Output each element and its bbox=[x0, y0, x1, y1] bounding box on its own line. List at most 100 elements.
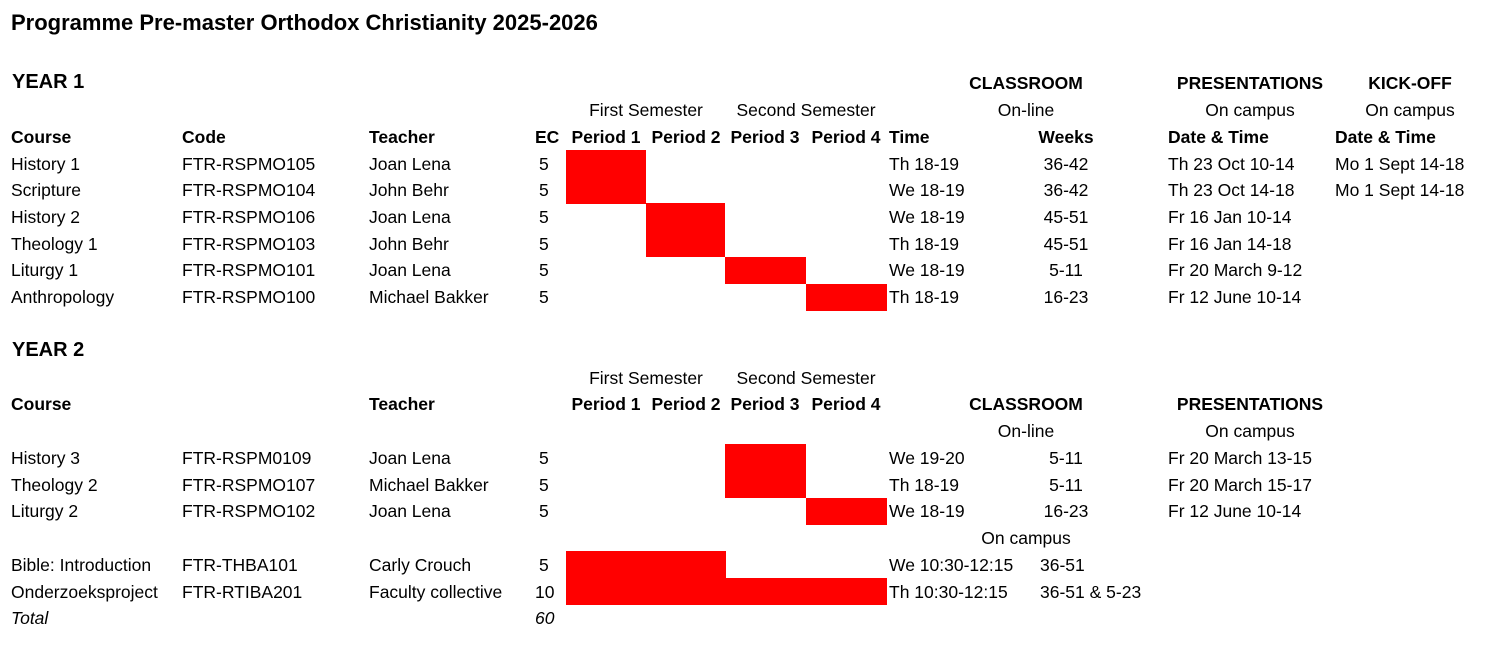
course-ec: 5 bbox=[539, 260, 549, 280]
course-teacher: Joan Lena bbox=[369, 448, 451, 468]
course-presentation: Fr 16 Jan 10-14 bbox=[1168, 207, 1292, 227]
course-presentation: Fr 20 March 9-12 bbox=[1168, 260, 1303, 280]
course-ec: 5 bbox=[539, 180, 549, 200]
course-name: Onderzoeksproject bbox=[11, 582, 158, 602]
course-ec: 10 bbox=[535, 582, 555, 602]
course-name: Bible: Introduction bbox=[11, 555, 152, 575]
year1-second-semester: Second Semester bbox=[736, 100, 876, 120]
year2-presentations-header: PRESENTATIONS bbox=[1176, 394, 1324, 414]
course-kickoff: Mo 1 Sept 14-18 bbox=[1335, 180, 1465, 200]
course-presentation: Fr 20 March 13-15 bbox=[1168, 448, 1312, 468]
course-weeks: 36-51 bbox=[1040, 555, 1085, 575]
course-code: FTR-RSPMO101 bbox=[182, 260, 316, 280]
year1-col-presentation-datetime: Date & Time bbox=[1168, 127, 1269, 147]
year1-col-period1: Period 1 bbox=[571, 127, 641, 147]
course-code: FTR-RSPM0109 bbox=[182, 448, 312, 468]
year2-col-period1: Period 1 bbox=[571, 394, 641, 414]
year1-col-teacher: Teacher bbox=[369, 127, 435, 147]
course-time: Th 18-19 bbox=[889, 475, 960, 495]
course-teacher: Carly Crouch bbox=[369, 555, 472, 575]
course-name: Scripture bbox=[11, 180, 82, 200]
year1-first-semester: First Semester bbox=[589, 100, 703, 120]
course-time: We 10:30-12:15 bbox=[889, 555, 1014, 575]
course-weeks: 36-42 bbox=[1043, 154, 1089, 174]
year1-presentations-header: PRESENTATIONS bbox=[1176, 73, 1324, 93]
year2-col-period4: Period 4 bbox=[811, 394, 881, 414]
year2-period-bar bbox=[806, 498, 887, 525]
course-name: History 3 bbox=[11, 448, 81, 468]
course-presentation: Th 23 Oct 14-18 bbox=[1168, 180, 1295, 200]
course-time: We 18-19 bbox=[889, 260, 965, 280]
course-code: FTR-RSPMO100 bbox=[182, 287, 316, 307]
course-time: We 18-19 bbox=[889, 501, 965, 521]
year1-kickoff-header: KICK-OFF bbox=[1368, 73, 1452, 93]
total-value: 60 bbox=[535, 608, 555, 628]
course-weeks: 5-11 bbox=[1049, 260, 1083, 280]
course-weeks: 45-51 bbox=[1043, 234, 1089, 254]
page-title: Programme Pre-master Orthodox Christiani… bbox=[11, 10, 598, 35]
year2-col-period2: Period 2 bbox=[651, 394, 721, 414]
year1-presentations-location: On campus bbox=[1205, 100, 1295, 120]
year2-classroom-header: CLASSROOM bbox=[969, 394, 1083, 414]
course-presentation: Fr 16 Jan 14-18 bbox=[1168, 234, 1292, 254]
course-name: Liturgy 2 bbox=[11, 501, 79, 521]
course-code: FTR-RSPMO104 bbox=[182, 180, 316, 200]
year1-col-time: Time bbox=[889, 127, 930, 147]
year1-period-bar bbox=[806, 284, 887, 311]
course-ec: 5 bbox=[539, 154, 549, 174]
year1-col-ec: EC bbox=[535, 127, 560, 147]
year1-online-label: On-line bbox=[997, 100, 1055, 120]
course-name: History 1 bbox=[11, 154, 81, 174]
year1-col-period4: Period 4 bbox=[811, 127, 881, 147]
course-weeks: 16-23 bbox=[1043, 287, 1089, 307]
year1-col-kickoff-datetime: Date & Time bbox=[1335, 127, 1436, 147]
year1-col-period3: Period 3 bbox=[730, 127, 800, 147]
course-presentation: Th 23 Oct 10-14 bbox=[1168, 154, 1295, 174]
course-ec: 5 bbox=[539, 234, 549, 254]
course-time: Th 18-19 bbox=[889, 234, 960, 254]
course-ec: 5 bbox=[539, 207, 549, 227]
year2-period-bar bbox=[566, 578, 887, 605]
course-weeks: 16-23 bbox=[1043, 501, 1089, 521]
course-code: FTR-RSPMO106 bbox=[182, 207, 316, 227]
course-ec: 5 bbox=[539, 475, 549, 495]
course-presentation: Fr 12 June 10-14 bbox=[1168, 287, 1302, 307]
year2-online-label: On-line bbox=[997, 421, 1055, 441]
course-teacher: Michael Bakker bbox=[369, 475, 489, 495]
year1-kickoff-location: On campus bbox=[1365, 100, 1455, 120]
year1-period-bar bbox=[725, 257, 806, 284]
course-teacher: Joan Lena bbox=[369, 154, 451, 174]
course-weeks: 5-11 bbox=[1049, 475, 1083, 495]
course-name: Theology 2 bbox=[11, 475, 98, 495]
course-ec: 5 bbox=[539, 287, 549, 307]
course-code: FTR-RSPMO105 bbox=[182, 154, 316, 174]
course-kickoff: Mo 1 Sept 14-18 bbox=[1335, 154, 1465, 174]
year1-col-period2: Period 2 bbox=[651, 127, 721, 147]
year1-col-code: Code bbox=[182, 127, 226, 147]
year2-col-course: Course bbox=[11, 394, 72, 414]
year2-col-teacher: Teacher bbox=[369, 394, 435, 414]
course-teacher: John Behr bbox=[369, 180, 449, 200]
course-ec: 5 bbox=[539, 555, 549, 575]
course-teacher: Joan Lena bbox=[369, 207, 451, 227]
course-time: We 19-20 bbox=[889, 448, 965, 468]
course-time: We 18-19 bbox=[889, 180, 965, 200]
course-code: FTR-RSPMO102 bbox=[182, 501, 316, 521]
course-presentation: Fr 20 March 15-17 bbox=[1168, 475, 1312, 495]
course-time: Th 18-19 bbox=[889, 154, 960, 174]
course-presentation: Fr 12 June 10-14 bbox=[1168, 501, 1302, 521]
year1-col-weeks: Weeks bbox=[1038, 127, 1094, 147]
course-weeks: 36-51 & 5-23 bbox=[1040, 582, 1142, 602]
course-weeks: 5-11 bbox=[1049, 448, 1083, 468]
course-teacher: Michael Bakker bbox=[369, 287, 489, 307]
course-teacher: Joan Lena bbox=[369, 260, 451, 280]
course-code: FTR-RSPMO107 bbox=[182, 475, 316, 495]
course-ec: 5 bbox=[539, 501, 549, 521]
total-label: Total bbox=[11, 608, 49, 628]
year1-period-bar bbox=[566, 150, 646, 204]
year2-col-period3: Period 3 bbox=[730, 394, 800, 414]
course-code: FTR-THBA101 bbox=[182, 555, 298, 575]
year1-period-bar bbox=[646, 203, 725, 257]
course-time: Th 18-19 bbox=[889, 287, 960, 307]
course-name: History 2 bbox=[11, 207, 81, 227]
